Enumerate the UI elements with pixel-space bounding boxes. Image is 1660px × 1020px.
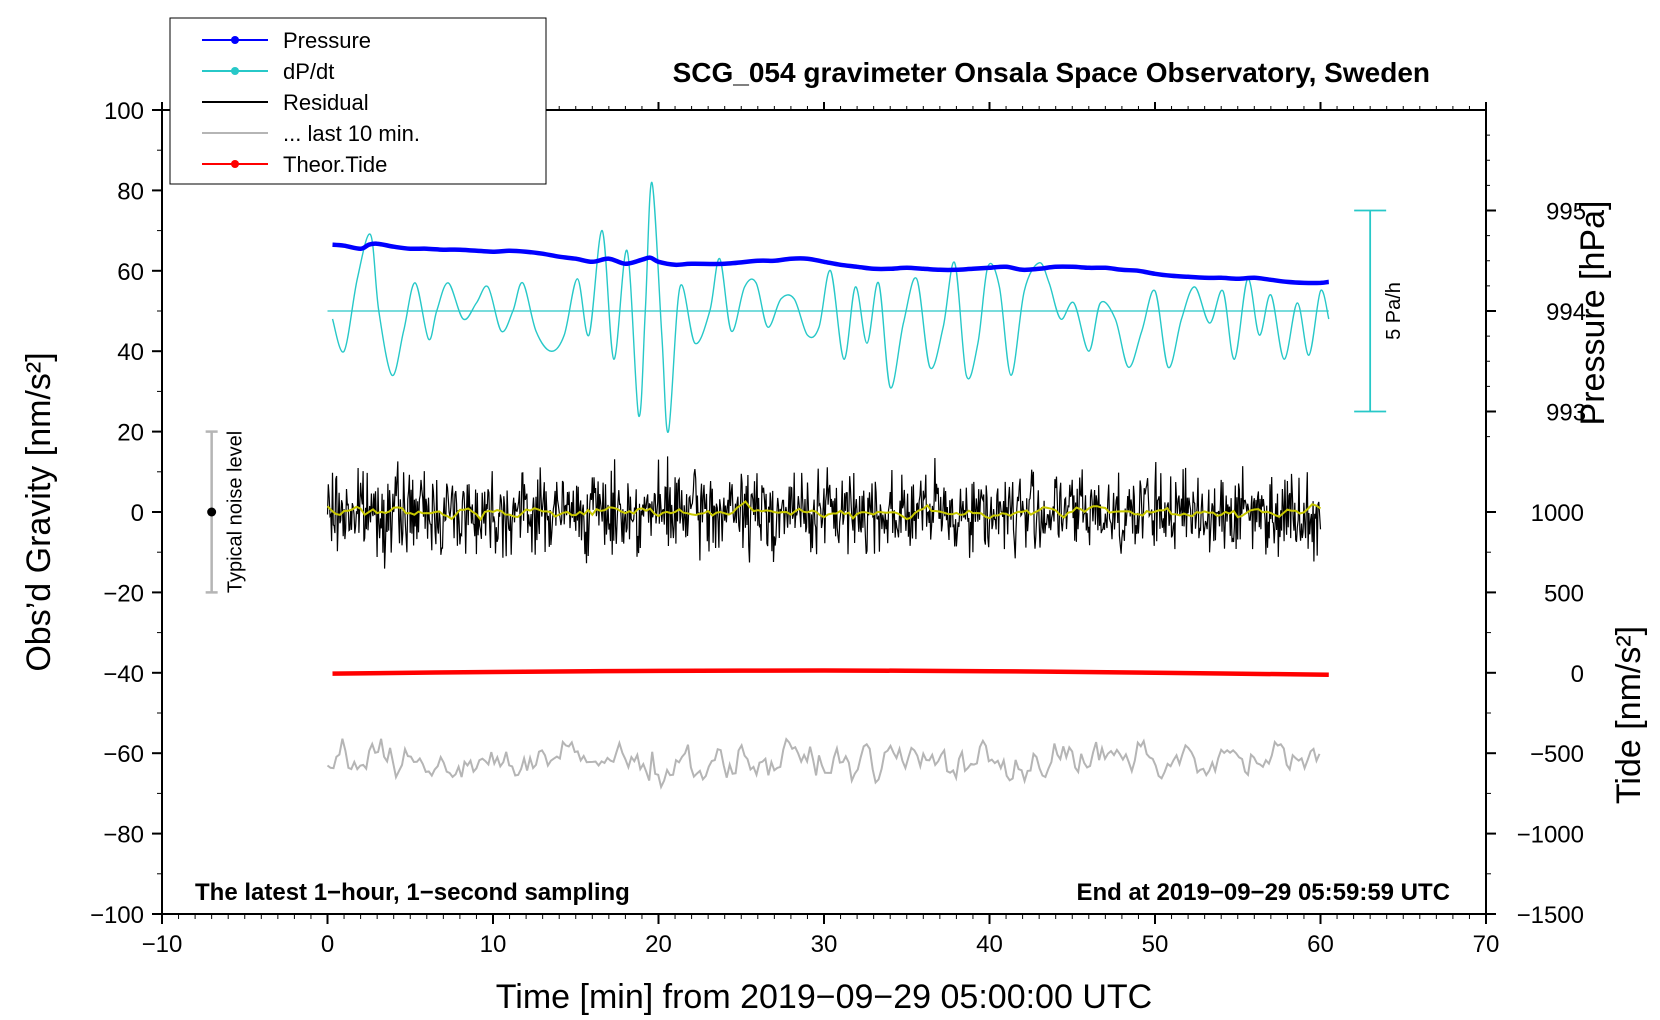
annotation-sampling: The latest 1−hour, 1−second sampling	[195, 879, 630, 906]
axes-layer: −10 0 10 20 30 40 50 60 70−100−80−60−40−20020406…	[90, 98, 1586, 958]
series-dpdt	[331, 181, 1330, 433]
x-tick-label: 0	[321, 931, 334, 958]
pressure-tick-label: 994	[1546, 299, 1586, 326]
x-tick-label: 20	[645, 931, 672, 958]
y-tick-label: −60	[103, 741, 144, 768]
x-tick-label: 40	[976, 931, 1003, 958]
series-residual-smoothed	[326, 500, 1322, 522]
y-axis-title-pressure: Pressure [hPa]	[1574, 201, 1612, 426]
tide-tick-label: −1500	[1517, 902, 1584, 929]
y-tick-label: −80	[103, 822, 144, 849]
series-theor-tide	[332, 668, 1329, 677]
legend-label: Theor.Tide	[283, 152, 387, 177]
annotation-end-time: End at 2019−09−29 05:59:59 UTC	[1076, 879, 1450, 906]
x-tick-label: 60	[1307, 931, 1334, 958]
noise-center-dot	[207, 507, 217, 517]
x-tick-label: 50	[1142, 931, 1169, 958]
tide-tick-label: −500	[1530, 741, 1584, 768]
y-tick-label: 80	[117, 178, 144, 205]
series-residual	[326, 456, 1322, 569]
y-tick-label: 100	[104, 98, 144, 125]
legend-label: Residual	[283, 90, 369, 115]
x-tick-label: 10	[480, 931, 507, 958]
legend-label: ... last 10 min.	[283, 121, 420, 146]
dpdt-scale-bar	[1354, 209, 1387, 413]
y-tick-label: 40	[117, 339, 144, 366]
pressure-tick-label: 993	[1546, 400, 1586, 427]
pressure-tick-label: 995	[1546, 199, 1586, 226]
x-tick-label: −10	[142, 931, 183, 958]
noise-level-label: Typical noise level	[225, 431, 247, 593]
scale-bar-label: 5 Pa/h	[1383, 282, 1405, 340]
series-pressure	[332, 241, 1330, 286]
tide-tick-label: 500	[1544, 580, 1584, 607]
legend: Pressure dP/dt Residual ... last 10 min. The…	[169, 17, 547, 185]
x-tick-label: 30	[811, 931, 838, 958]
series-layer	[326, 181, 1330, 790]
tide-tick-label: 1000	[1531, 500, 1584, 527]
series-last-10-min	[326, 737, 1321, 790]
y-axis-title-gravity: Obs’d Gravity [nm/s²]	[20, 352, 58, 671]
chart-title: SCG_054 gravimeter Onsala Space Observat…	[673, 57, 1430, 88]
x-axis-title: Time [min] from 2019−09−29 05:00:00 UTC	[496, 978, 1152, 1016]
y-tick-label: 20	[117, 420, 144, 447]
x-tick-label: 70	[1473, 931, 1500, 958]
y-tick-label: −100	[90, 902, 144, 929]
y-tick-label: 60	[117, 259, 144, 286]
legend-marker	[231, 160, 239, 168]
legend-marker	[231, 36, 239, 44]
tide-tick-label: 0	[1571, 661, 1584, 688]
legend-marker	[231, 67, 239, 75]
noise-level-indicator	[205, 430, 218, 594]
legend-label: Pressure	[283, 28, 371, 53]
y-tick-label: −40	[103, 661, 144, 688]
tide-tick-label: −1000	[1517, 822, 1584, 849]
y-axis-title-tide: Tide [nm/s²]	[1610, 626, 1648, 804]
legend-label: dP/dt	[283, 59, 334, 84]
y-tick-label: −20	[103, 580, 144, 607]
y-tick-label: 0	[131, 500, 144, 527]
